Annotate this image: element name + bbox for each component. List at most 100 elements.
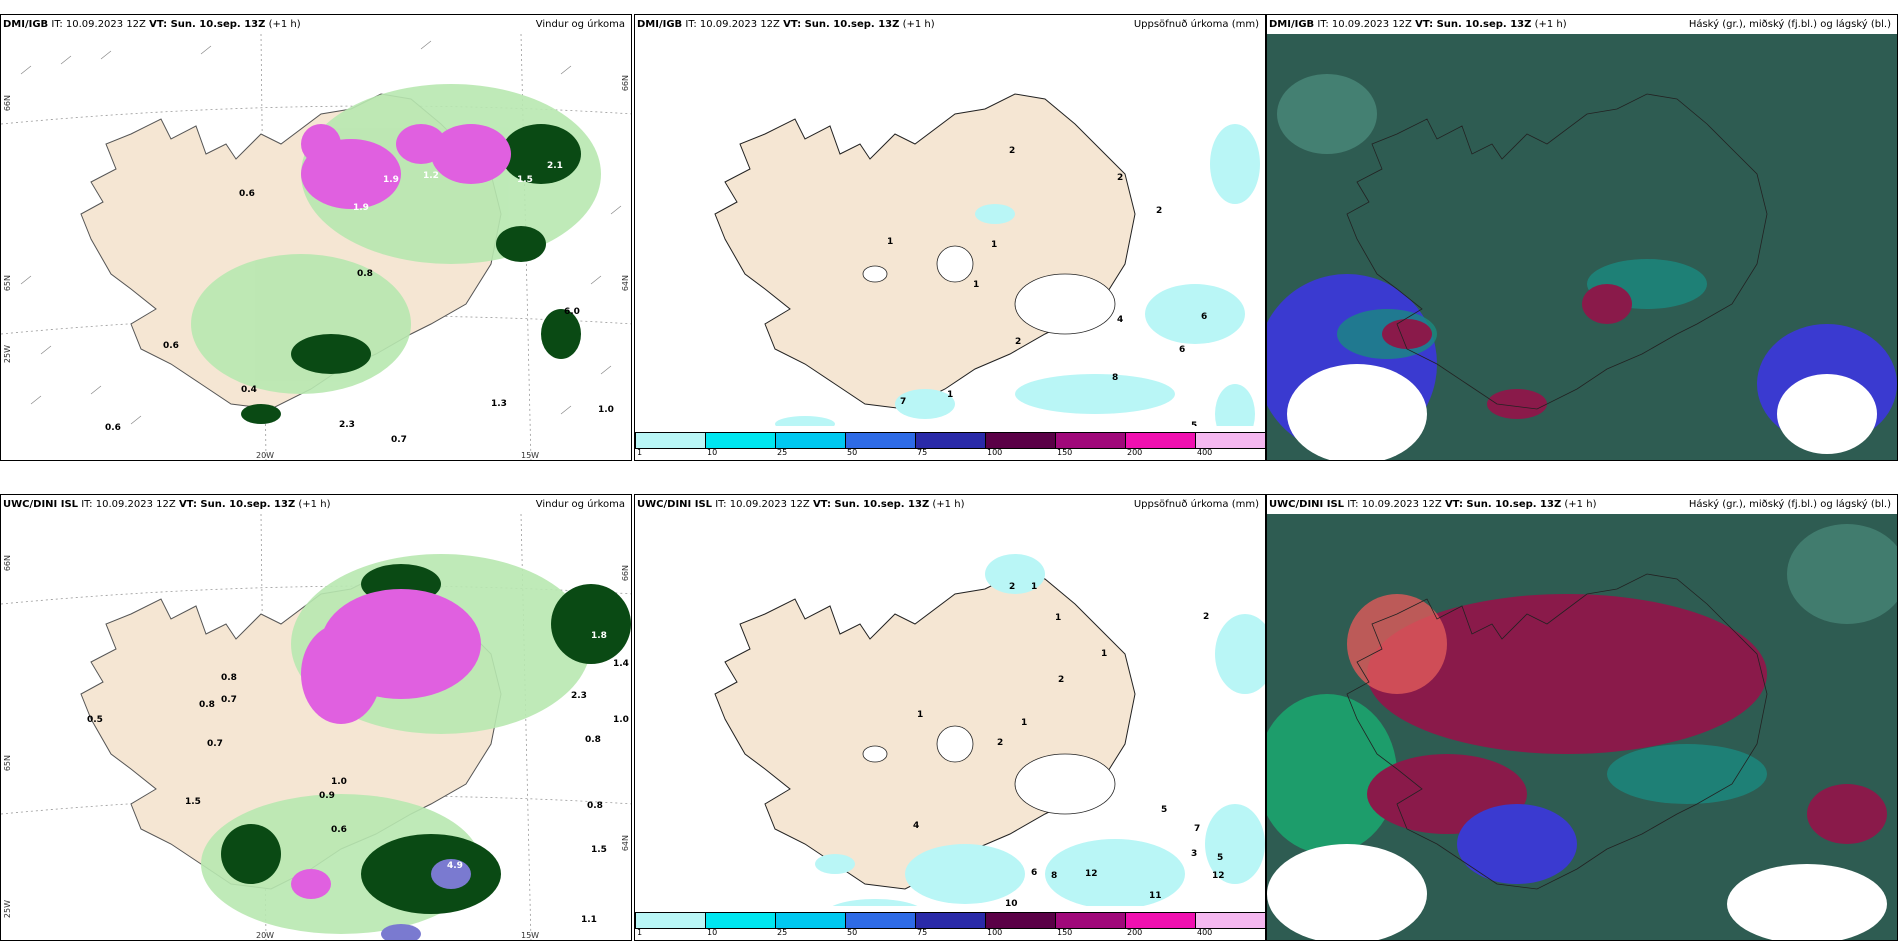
value-label: 6: [1201, 312, 1208, 322]
valid-time: VT: Sun. 10.sep. 13Z: [1415, 19, 1532, 30]
model-name: DMI/IGB: [3, 19, 49, 30]
value-label: 1: [991, 240, 998, 250]
value-label: 1.0: [598, 405, 614, 415]
valid-time: VT: Sun. 10.sep. 13Z: [1444, 499, 1562, 510]
panel-header: UWC/DINI ISL IT: 10.09.2023 12Z VT: Sun.…: [1267, 495, 1897, 514]
lat-label: 65N: [3, 755, 12, 772]
panel-uwc-accumulated: UWC/DINI ISL IT: 10.09.2023 12Z VT: Sun.…: [634, 494, 1266, 941]
panel-title: Háský (gr.), miðský (fj.bl.) og lágský (…: [1688, 499, 1891, 510]
value-label: 1: [1055, 613, 1062, 623]
lat-label: 66N: [3, 95, 12, 112]
value-label: 0.9: [319, 791, 335, 801]
legend-swatch: [845, 433, 915, 448]
legend-tick: 50: [847, 928, 858, 937]
panel-title: Vindur og úrkoma: [535, 19, 625, 30]
value-label: 2.3: [339, 420, 355, 430]
legend-tick: 400: [1197, 928, 1213, 937]
panel-uwc-wind-precip: UWC/DINI ISL IT: 10.09.2023 12Z VT: Sun.…: [0, 494, 632, 941]
value-label: 12: [1085, 869, 1098, 879]
value-label: 0.7: [207, 739, 223, 749]
precip-legend: 1 10 25 50 75 100 150 200 400: [635, 906, 1265, 940]
init-time: IT: 10.09.2023 12Z: [81, 499, 176, 510]
legend-swatch: [1195, 913, 1265, 928]
value-label: 0.8: [357, 269, 373, 279]
model-name: UWC/DINI ISL: [1269, 499, 1345, 510]
value-label: 0.4: [241, 385, 257, 395]
panel-dmi-wind-precip: DMI/IGB IT: 10.09.2023 12Z VT: Sun. 10.s…: [0, 14, 632, 461]
legend-tick: 1: [637, 928, 643, 937]
init-time: IT: 10.09.2023 12Z: [685, 19, 780, 30]
legend-swatch: [985, 433, 1055, 448]
legend-swatch: [705, 433, 775, 448]
legend-tick: 100: [987, 448, 1003, 457]
panel-header: UWC/DINI ISL IT: 10.09.2023 12Z VT: Sun.…: [635, 495, 1265, 514]
value-label: 0.7: [391, 435, 407, 445]
value-label: 1: [1101, 649, 1108, 659]
model-name: UWC/DINI ISL: [637, 499, 713, 510]
value-label: 3: [1191, 849, 1198, 859]
panel-title: Uppsöfnuð úrkoma (mm): [1133, 19, 1259, 30]
legend-swatch: [845, 913, 915, 928]
valid-time: VT: Sun. 10.sep. 13Z: [812, 499, 930, 510]
value-label: 2: [1058, 675, 1065, 685]
value-label: 0.5: [87, 715, 103, 725]
panel-title: Uppsöfnuð úrkoma (mm): [1133, 499, 1259, 510]
value-label: 0.8: [585, 735, 601, 745]
init-time: IT: 10.09.2023 12Z: [715, 499, 810, 510]
cloud-cover-map: [1267, 514, 1897, 940]
legend-tick: 150: [1057, 928, 1073, 937]
wind-precip-map: [1, 514, 631, 940]
value-label: 2: [1156, 206, 1163, 216]
lead-time: (+1 h): [932, 499, 965, 510]
legend-bar: [635, 912, 1265, 929]
legend-tick: 75: [917, 928, 928, 937]
value-label: 6.0: [564, 307, 580, 317]
value-label: 1: [947, 390, 954, 400]
value-label: 11: [1149, 891, 1162, 901]
panel-dmi-accumulated: DMI/IGB IT: 10.09.2023 12Z VT: Sun. 10.s…: [634, 14, 1266, 461]
lead-time: (+1 h): [1534, 19, 1567, 30]
value-label: 1: [917, 710, 924, 720]
wind-precip-map: [1, 34, 631, 460]
value-label: 6: [1179, 345, 1186, 355]
value-label: 6: [1031, 868, 1038, 878]
lat-label: 64N: [621, 835, 630, 852]
lon-label: 20W: [256, 451, 275, 460]
legend-swatch: [1125, 433, 1195, 448]
legend-swatch: [705, 913, 775, 928]
value-label: 1.1: [581, 915, 597, 925]
legend-tick: 10: [707, 448, 718, 457]
value-label: 2: [1117, 173, 1124, 183]
value-label: 1.5: [591, 845, 607, 855]
value-label: 2: [1015, 337, 1022, 347]
value-label: 5: [1217, 853, 1224, 863]
model-name: UWC/DINI ISL: [3, 499, 79, 510]
precip-legend: 1 10 25 50 75 100 150 200 400: [635, 426, 1265, 460]
value-label: 7: [900, 397, 907, 407]
value-label: 10: [1005, 899, 1018, 909]
value-label: 7: [1194, 824, 1201, 834]
legend-tick: 1: [637, 448, 643, 457]
lon-label: 20W: [256, 931, 275, 940]
value-label: 1.4: [613, 659, 629, 669]
value-label: 2.3: [571, 691, 587, 701]
legend-tick: 400: [1197, 448, 1213, 457]
lat-label: 65N: [3, 275, 12, 292]
legend-tick: 25: [777, 448, 788, 457]
legend-swatch: [1125, 913, 1195, 928]
value-label: 1: [887, 237, 894, 247]
value-label: 2: [1009, 582, 1016, 592]
legend-tick: 100: [987, 928, 1003, 937]
lat-label: 25W: [3, 345, 12, 364]
valid-time: VT: Sun. 10.sep. 13Z: [178, 499, 296, 510]
panel-uwc-clouds: UWC/DINI ISL IT: 10.09.2023 12Z VT: Sun.…: [1266, 494, 1898, 941]
lead-time: (+1 h): [298, 499, 331, 510]
lat-label: 66N: [3, 555, 12, 572]
value-label: 0.6: [331, 825, 347, 835]
legend-tick: 75: [917, 448, 928, 457]
lon-label: 15W: [521, 451, 540, 460]
valid-time: VT: Sun. 10.sep. 13Z: [149, 19, 266, 30]
value-label: 1.5: [185, 797, 201, 807]
panel-header: DMI/IGB IT: 10.09.2023 12Z VT: Sun. 10.s…: [635, 15, 1265, 34]
value-label: 12: [1212, 871, 1225, 881]
